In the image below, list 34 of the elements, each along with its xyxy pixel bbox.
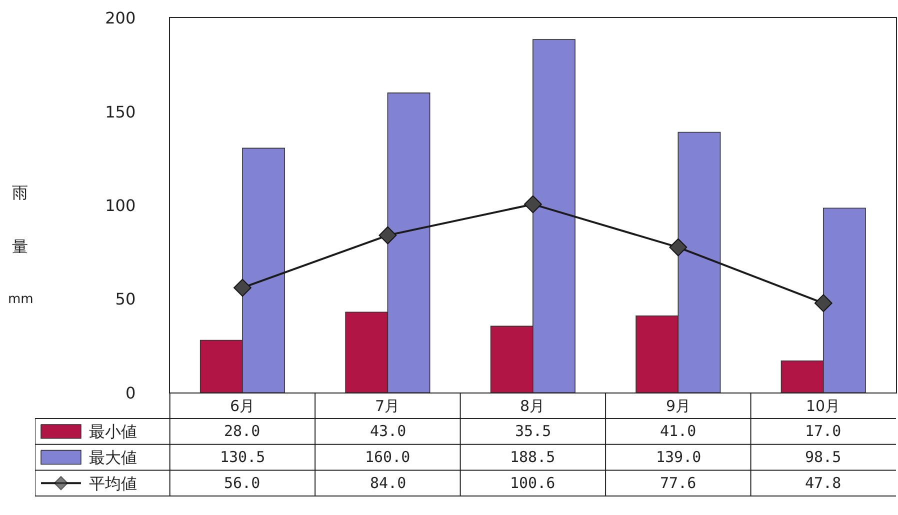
legend-label: 最小値 xyxy=(89,422,137,441)
legend-label: 最大値 xyxy=(89,448,137,467)
y-tick-label: 100 xyxy=(105,196,136,215)
x-tick-label: 8月 xyxy=(520,397,545,415)
data-label: 35.5 xyxy=(515,422,552,440)
data-label: 56.0 xyxy=(224,474,260,492)
data-label: 84.0 xyxy=(370,474,406,492)
data-label: 41.0 xyxy=(660,422,696,440)
text: 雨量mm xyxy=(8,183,34,307)
data-label: 43.0 xyxy=(370,422,406,440)
data-label: 188.5 xyxy=(510,448,556,466)
data-label: 77.6 xyxy=(660,474,696,492)
point xyxy=(814,294,832,312)
data-label: 130.5 xyxy=(220,448,266,466)
data-label: 160.0 xyxy=(365,448,410,466)
x-tick-label: 6月 xyxy=(230,397,255,415)
x-tick-label: 7月 xyxy=(375,397,400,415)
x-tick-label: 9月 xyxy=(666,397,691,415)
y-tick-label: 50 xyxy=(115,290,136,309)
point xyxy=(378,226,397,244)
legend-label: 平均値 xyxy=(89,474,137,493)
point xyxy=(234,278,252,297)
y-tick-label: 200 xyxy=(105,8,136,28)
data-label: 28.0 xyxy=(224,422,260,440)
y-tick-label: 0 xyxy=(125,383,136,402)
data-label: 17.0 xyxy=(805,422,842,440)
data-label: 98.5 xyxy=(805,448,842,466)
point xyxy=(524,195,542,214)
data-label: 47.8 xyxy=(805,474,842,492)
x-tick-label: 10月 xyxy=(806,397,840,415)
y-tick-label: 150 xyxy=(105,102,136,122)
point xyxy=(669,238,688,256)
data-label: 139.0 xyxy=(656,448,702,466)
data-label: 100.6 xyxy=(510,474,556,492)
